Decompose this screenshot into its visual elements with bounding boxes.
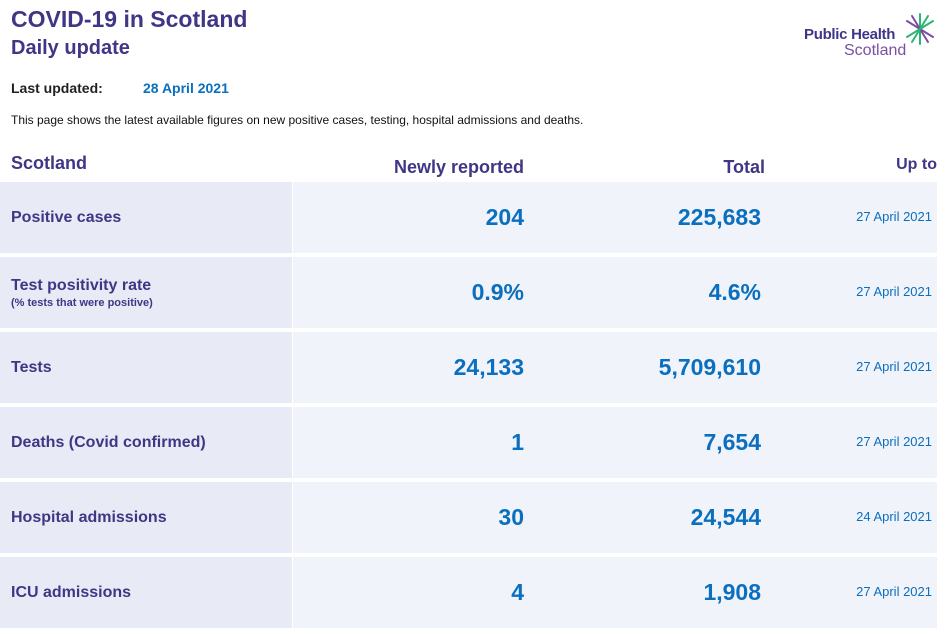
row-up-to: 27 April 2021 — [856, 584, 932, 599]
last-updated-date: 28 April 2021 — [143, 80, 229, 96]
row-total: 7,654 — [703, 429, 761, 455]
row-up-to: 24 April 2021 — [856, 509, 932, 524]
row-total: 225,683 — [677, 204, 761, 230]
table-row: Positive cases 204 225,683 27 April 2021 — [0, 182, 937, 253]
page-subtitle: Daily update — [11, 37, 130, 59]
row-label: Deaths (Covid confirmed) — [11, 434, 206, 451]
row-total: 1,908 — [703, 579, 761, 605]
row-newly-reported: 24,133 — [453, 354, 524, 380]
row-label: Tests — [11, 359, 52, 376]
row-label: Positive cases — [11, 209, 122, 226]
row-label: ICU admissions — [11, 584, 132, 601]
star-burst-icon — [906, 13, 934, 45]
public-health-scotland-logo: Public Health Scotland — [800, 12, 940, 64]
row-sublabel: (% tests that were positive) — [11, 297, 153, 309]
table-row: Hospital admissions 30 24,544 24 April 2… — [0, 482, 937, 553]
row-newly-reported: 30 — [498, 504, 524, 530]
row-total: 5,709,610 — [658, 354, 761, 380]
column-header-newly-reported: Newly reported — [394, 157, 525, 177]
row-total: 4.6% — [708, 279, 761, 305]
logo-text-scotland: Scotland — [844, 42, 907, 59]
row-up-to: 27 April 2021 — [856, 209, 932, 224]
row-newly-reported: 4 — [511, 579, 524, 605]
row-up-to: 27 April 2021 — [856, 434, 932, 449]
row-newly-reported: 204 — [485, 204, 524, 230]
column-header-region: Scotland — [11, 153, 88, 173]
table-row: Tests 24,133 5,709,610 27 April 2021 — [0, 332, 937, 403]
row-newly-reported: 1 — [511, 429, 524, 455]
table-row: Test positivity rate (% tests that were … — [0, 257, 937, 328]
column-header-up-to: Up to — [896, 156, 937, 173]
last-updated-label: Last updated: — [11, 80, 103, 96]
row-up-to: 27 April 2021 — [856, 359, 932, 374]
row-label: Test positivity rate — [11, 277, 152, 294]
row-up-to: 27 April 2021 — [856, 284, 932, 299]
logo-text-public-health: Public Health — [804, 26, 896, 43]
intro-text: This page shows the latest available fig… — [11, 113, 584, 127]
row-total: 24,544 — [690, 504, 761, 530]
table-row: Deaths (Covid confirmed) 1 7,654 27 Apri… — [0, 407, 937, 478]
table-row: ICU admissions 4 1,908 27 April 2021 — [0, 557, 937, 628]
row-newly-reported: 0.9% — [471, 279, 524, 305]
column-header-total: Total — [723, 157, 765, 177]
page-title: COVID-19 in Scotland — [11, 6, 248, 32]
row-label: Hospital admissions — [11, 509, 167, 526]
